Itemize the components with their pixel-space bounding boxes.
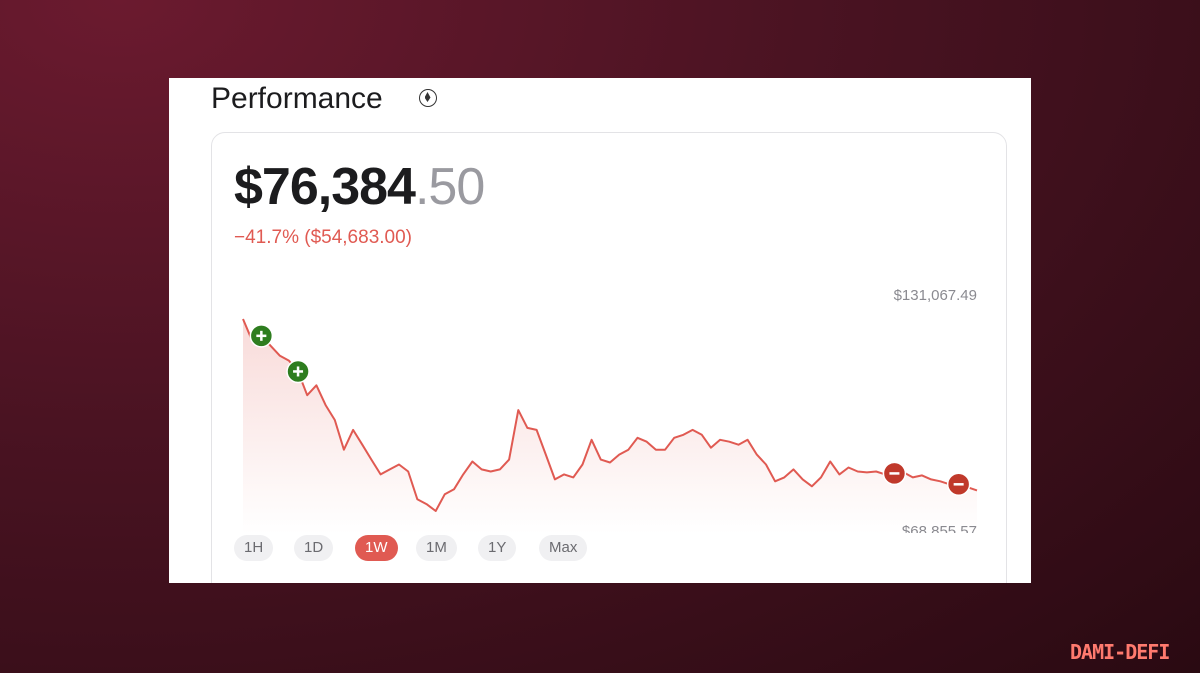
card: Performance $76,384.50 −41.7% ($54,683.0… [169, 78, 1031, 583]
buy-marker [249, 324, 274, 348]
price-main: $76,384 [234, 158, 416, 216]
title: Performance [211, 82, 383, 115]
buy-marker [286, 359, 310, 384]
watermark: DAMI-DEFI [1070, 640, 1170, 664]
performance-panel: $76,384.50 −41.7% ($54,683.00) $131,067.… [211, 132, 1007, 583]
price: $76,384.50 [234, 157, 485, 217]
sell-marker [882, 461, 907, 486]
chart: $131,067.49$68,855.57 [242, 287, 978, 533]
eth-icon [419, 89, 437, 107]
sell-marker [946, 472, 971, 497]
range-button[interactable]: 1H [234, 535, 274, 561]
price-cents: .50 [414, 158, 485, 216]
range-button[interactable]: Max [539, 535, 588, 561]
max-label: $131,067.49 [894, 287, 977, 304]
area-fill [243, 319, 977, 533]
range-button[interactable]: 1W [355, 535, 398, 561]
price-line [242, 318, 978, 512]
range-button[interactable]: 1D [294, 535, 334, 561]
range-button[interactable]: 1Y [478, 535, 517, 561]
range-button[interactable]: 1M [416, 535, 457, 561]
price-change: −41.7% ($54,683.00) [234, 227, 412, 248]
